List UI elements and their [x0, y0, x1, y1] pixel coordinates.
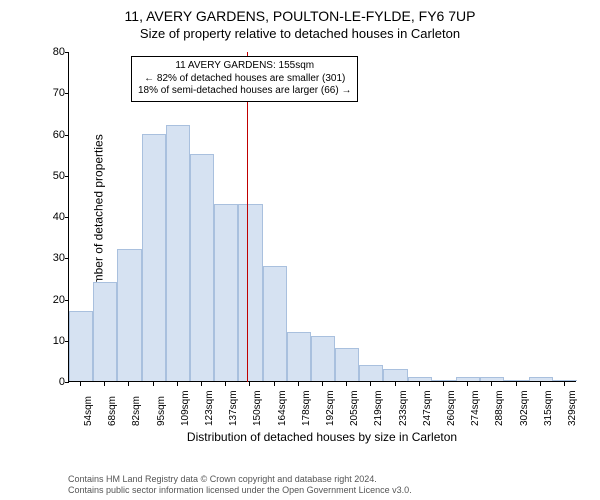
x-tick-mark [298, 382, 299, 386]
x-axis-label: Distribution of detached houses by size … [68, 430, 576, 444]
x-tick-mark [80, 382, 81, 386]
y-tick-mark [65, 176, 69, 177]
x-tick-label: 178sqm [301, 390, 312, 426]
x-tick-label: 247sqm [422, 390, 433, 426]
x-tick-mark [443, 382, 444, 386]
histogram-bar [93, 282, 117, 381]
x-tick-mark [322, 382, 323, 386]
x-tick-mark [201, 382, 202, 386]
footer: Contains HM Land Registry data © Crown c… [68, 474, 412, 497]
x-tick-label: 302sqm [519, 390, 530, 426]
y-tick-mark [65, 258, 69, 259]
x-tick-label: 123sqm [204, 390, 215, 426]
x-tick-mark [370, 382, 371, 386]
histogram-bar [408, 377, 432, 381]
page-subtitle: Size of property relative to detached ho… [0, 24, 600, 41]
histogram-bar [456, 377, 480, 381]
x-tick-label: 150sqm [252, 390, 263, 426]
footer-line-2: Contains public sector information licen… [68, 485, 412, 496]
x-tick-mark [153, 382, 154, 386]
callout-line-3: 18% of semi-detached houses are larger (… [138, 85, 351, 98]
x-tick-label: 315sqm [543, 390, 554, 426]
x-tick-label: 205sqm [349, 390, 360, 426]
x-tick-mark [467, 382, 468, 386]
y-tick-mark [65, 93, 69, 94]
x-tick-label: 68sqm [107, 396, 118, 426]
marker-line [247, 52, 248, 382]
x-tick-label: 329sqm [567, 390, 578, 426]
y-tick-label: 60 [37, 129, 65, 141]
page-title: 11, AVERY GARDENS, POULTON-LE-FYLDE, FY6… [0, 0, 600, 24]
x-tick-label: 192sqm [325, 390, 336, 426]
histogram-bar [432, 380, 456, 381]
x-tick-mark [419, 382, 420, 386]
x-tick-mark [249, 382, 250, 386]
x-tick-mark [491, 382, 492, 386]
histogram-bar [69, 311, 93, 381]
y-tick-label: 80 [37, 46, 65, 58]
x-tick-mark [274, 382, 275, 386]
callout-line-2: ← 82% of detached houses are smaller (30… [138, 73, 351, 86]
callout-box: 11 AVERY GARDENS: 155sqm← 82% of detache… [131, 56, 358, 102]
plot-area: 0102030405060708011 AVERY GARDENS: 155sq… [68, 52, 576, 382]
histogram-bar [238, 204, 262, 381]
x-tick-label: 219sqm [373, 390, 384, 426]
x-tick-label: 274sqm [470, 390, 481, 426]
y-tick-mark [65, 52, 69, 53]
x-tick-mark [104, 382, 105, 386]
x-tick-label: 288sqm [494, 390, 505, 426]
histogram-bar [529, 377, 553, 381]
y-tick-label: 20 [37, 294, 65, 306]
x-tick-label: 164sqm [277, 390, 288, 426]
y-tick-mark [65, 382, 69, 383]
y-tick-mark [65, 217, 69, 218]
histogram-bar [553, 380, 577, 381]
x-tick-mark [564, 382, 565, 386]
chart: Number of detached properties 0102030405… [68, 52, 576, 414]
histogram-bar [166, 125, 190, 381]
histogram-bar [190, 154, 214, 381]
x-tick-mark [346, 382, 347, 386]
x-tick-mark [128, 382, 129, 386]
histogram-bar [480, 377, 504, 381]
y-tick-label: 30 [37, 252, 65, 264]
histogram-bar [359, 365, 383, 382]
histogram-bar [214, 204, 238, 381]
histogram-bar [504, 380, 528, 381]
histogram-bar [311, 336, 335, 381]
histogram-bar [117, 249, 141, 381]
x-tick-mark [177, 382, 178, 386]
x-tick-mark [225, 382, 226, 386]
x-tick-mark [516, 382, 517, 386]
callout-line-1: 11 AVERY GARDENS: 155sqm [138, 60, 351, 73]
histogram-bar [383, 369, 407, 381]
histogram-bar [335, 348, 359, 381]
y-tick-label: 0 [37, 376, 65, 388]
x-tick-mark [540, 382, 541, 386]
y-tick-label: 50 [37, 170, 65, 182]
x-tick-label: 109sqm [180, 390, 191, 426]
y-tick-label: 40 [37, 211, 65, 223]
x-tick-label: 260sqm [446, 390, 457, 426]
y-tick-label: 10 [37, 335, 65, 347]
histogram-bar [263, 266, 287, 382]
y-tick-mark [65, 135, 69, 136]
y-tick-mark [65, 300, 69, 301]
x-tick-label: 82sqm [131, 396, 142, 426]
x-tick-label: 233sqm [398, 390, 409, 426]
x-tick-mark [395, 382, 396, 386]
footer-line-1: Contains HM Land Registry data © Crown c… [68, 474, 412, 485]
x-tick-label: 95sqm [156, 396, 167, 426]
histogram-bar [142, 134, 166, 382]
x-tick-label: 137sqm [228, 390, 239, 426]
x-tick-label: 54sqm [83, 396, 94, 426]
histogram-bar [287, 332, 311, 382]
y-tick-label: 70 [37, 87, 65, 99]
